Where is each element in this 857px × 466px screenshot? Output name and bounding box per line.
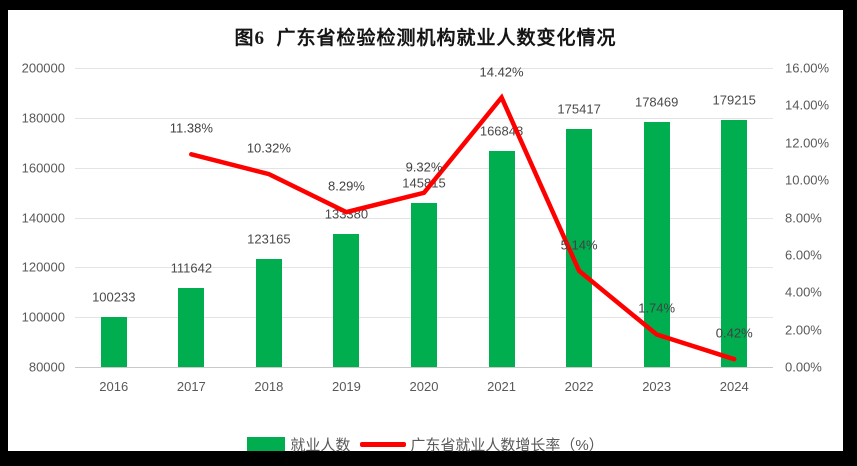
line-point-label: 5.14% [560,237,598,253]
y-axis-tick-left: 100000 [21,309,65,325]
x-axis-label-2017: 2017 [176,379,206,394]
x-axis-label-2021: 2021 [487,379,517,394]
line-point-label: 8.29% [328,178,365,194]
gridline [75,167,773,169]
y-axis-tick-left: 80000 [28,359,65,375]
y-axis-tick-right: 14.00% [785,97,830,113]
legend-bar-swatch-icon [247,437,286,451]
bar-2017 [178,288,205,367]
x-axis-label-2016: 2016 [99,379,129,394]
line-point-label: 9.32% [405,159,443,175]
line-point-label: 0.42% [715,325,753,341]
y-axis-tick-right: 0.00% [785,359,822,375]
x-axis-label-2022: 2022 [564,379,594,394]
bar-value-label: 100233 [92,289,136,305]
y-axis-tick-right: 6.00% [785,247,822,263]
legend-line-swatch-icon [360,441,407,447]
y-axis-tick-left: 140000 [21,210,65,225]
chart-title: 图6 广东省检验检测机构就业人数变化情况 [234,28,617,49]
bar-value-label: 175417 [557,101,601,117]
y-axis-tick-left: 160000 [21,160,65,176]
bar-2020 [411,203,437,367]
bar-value-label: 111642 [170,260,213,276]
line-point-label: 1.74% [638,300,676,316]
y-axis-tick-right: 2.00% [785,322,822,338]
bar-value-label: 123165 [247,231,291,247]
line-point-label: 10.32% [246,140,291,156]
x-axis-line [75,367,773,368]
y-axis-tick-left: 180000 [21,110,65,126]
gridline [75,117,773,119]
growth-rate-line [189,93,737,362]
y-axis-tick-right: 8.00% [785,210,822,225]
bar-2021 [488,150,515,367]
plot-area: 100233 111642 123165 133380 145815 166848 1754… [75,64,773,368]
line-point-label: 11.38% [169,120,213,136]
legend-bar-label: 就业人数 [290,436,351,454]
chart-panel: 图6 广东省检验检测机构就业人数变化情况 100233 111642 123165 1… [8,10,843,454]
y-axis-tick-right: 16.00% [785,60,830,76]
y-axis-tick-right: 4.00% [785,284,822,300]
bar-value-label: 178469 [634,94,679,110]
y-axis-tick-left: 120000 [21,259,65,275]
legend: 就业人数 广东省就业人数增长率（%） [8,434,843,454]
bar-2024 [721,119,748,367]
legend-line-label: 广东省就业人数增长率（%） [410,436,604,454]
gridline [75,68,773,69]
x-axis-label-2018: 2018 [254,379,284,394]
line-point-label: 14.42% [479,64,524,80]
y-axis-tick-right: 12.00% [785,135,830,151]
x-axis-label-2020: 2020 [409,379,439,394]
bar-2019 [333,234,360,367]
bar-value-label: 179215 [712,92,756,108]
y-axis-tick-left: 200000 [21,60,65,76]
y-axis-tick-right: 10.00% [785,172,830,188]
x-axis-label-2023: 2023 [642,379,672,394]
x-axis-label-2019: 2019 [331,379,361,394]
bar-2016 [100,316,127,367]
x-axis-label-2024: 2024 [719,379,749,394]
bar-2018 [255,259,282,367]
